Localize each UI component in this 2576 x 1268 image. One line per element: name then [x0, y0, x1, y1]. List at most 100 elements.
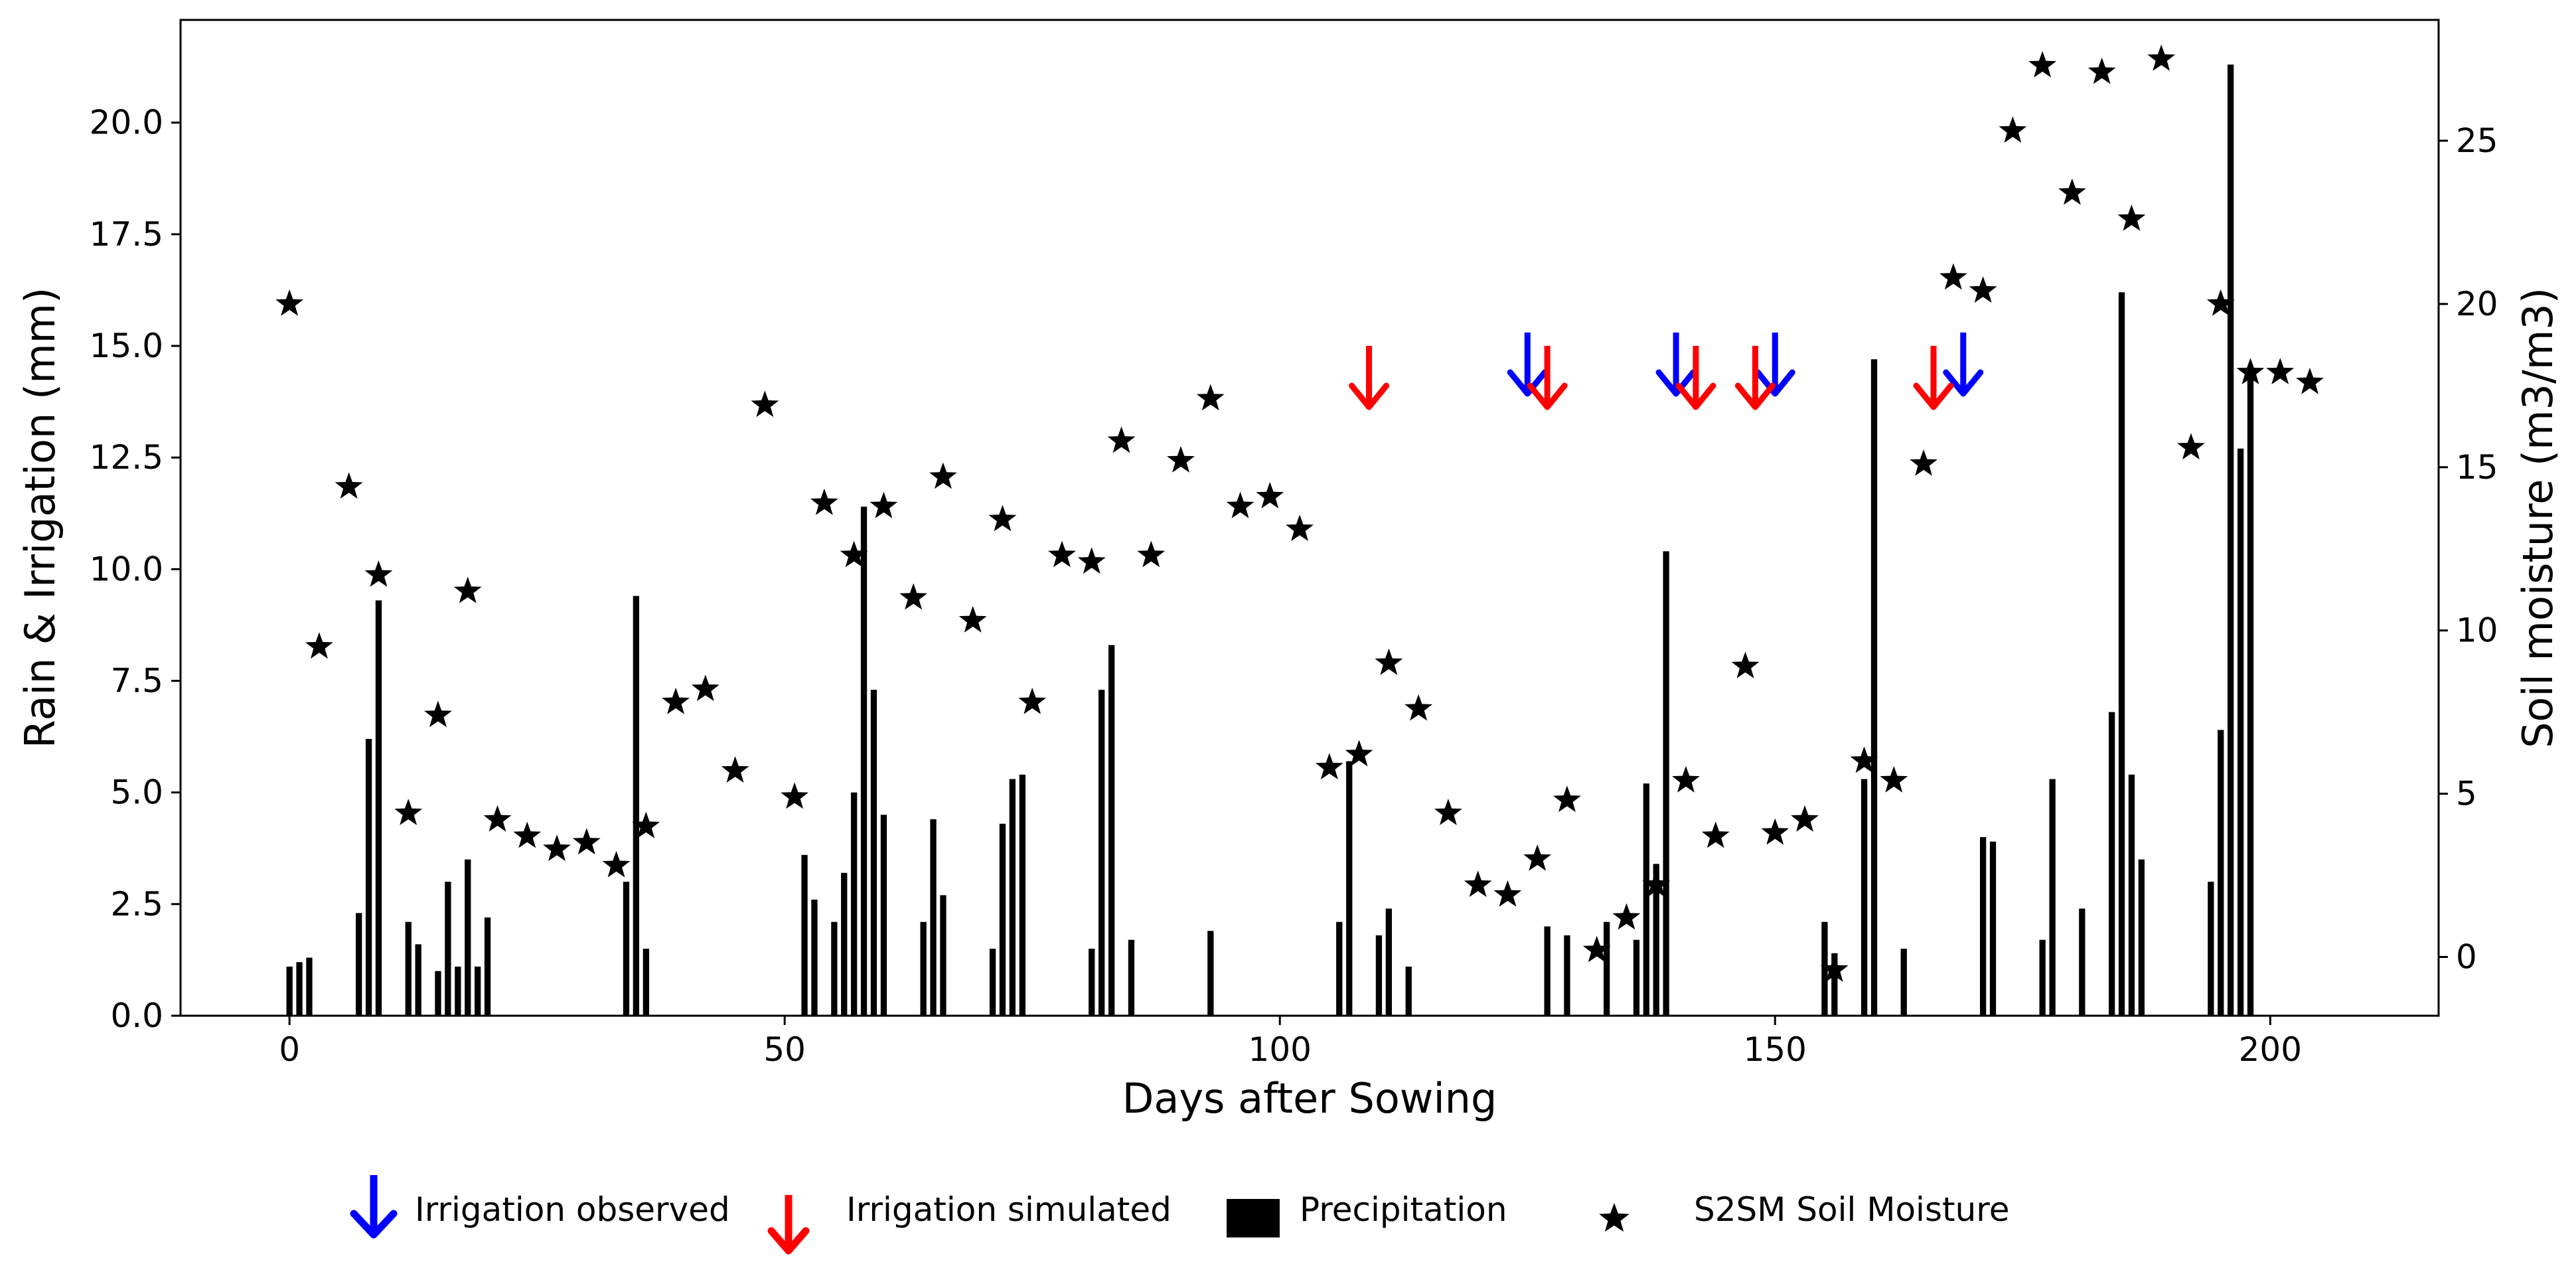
legend-red-arrow-icon [767, 1195, 810, 1255]
soil-moisture-point [2236, 358, 2265, 384]
y-right-tick-label: 25 [2456, 121, 2498, 160]
soil-moisture-point [691, 674, 720, 701]
precipitation-bar [306, 957, 313, 1016]
legend-item-soil-moisture: S2SM Soil Moisture [1599, 1190, 2010, 1232]
soil-moisture-point [632, 811, 660, 838]
precipitation-bar [475, 967, 481, 1016]
precipitation-bar [831, 921, 838, 1016]
y-left-tick-label: 12.5 [90, 438, 163, 477]
soil-moisture-point [1077, 547, 1106, 574]
soil-moisture-point [1464, 870, 1492, 898]
soil-moisture-point [1523, 844, 1552, 871]
precipitation-bar [1870, 359, 1878, 1016]
y-left-tick-label: 2.5 [110, 885, 163, 923]
precipitation-bar [1861, 779, 1868, 1016]
soil-moisture-point [1731, 651, 1760, 678]
precipitation-bar [851, 792, 858, 1016]
irrigation-simulated-arrow [1913, 346, 1954, 410]
precipitation-bar [455, 967, 461, 1016]
plot-frame [179, 19, 2440, 1017]
precipitation-bar [1821, 921, 1828, 1016]
precipitation-bar [356, 913, 362, 1016]
legend-item-irrigation-observed: Irrigation observed [350, 1175, 730, 1239]
precipitation-bar [2079, 908, 2085, 1016]
soil-moisture-point [1672, 765, 1700, 793]
irrigation-observed-arrow [1507, 332, 1548, 397]
soil-moisture-point [1791, 805, 1819, 832]
soil-moisture-point [275, 289, 304, 316]
irrigation-observed-arrow [1655, 332, 1697, 397]
y-right-tick-label: 15 [2456, 448, 2498, 487]
soil-moisture-point [1167, 445, 1195, 473]
soil-moisture-point [572, 828, 601, 855]
y-axis-right-title: Soil moisture (m3/m3) [2514, 287, 2562, 748]
precipitation-bar [1207, 931, 1214, 1016]
soil-moisture-point [1404, 694, 1433, 721]
y-left-tick-label: 7.5 [110, 662, 163, 700]
irrigation-simulated-arrow [1734, 346, 1776, 410]
soil-moisture-point [1999, 116, 2027, 143]
y-axis-left-title: Rain & Irrigation (mm) [16, 287, 64, 748]
x-tick-label: 0 [279, 1030, 300, 1069]
y-left-tick-label: 5.0 [110, 773, 163, 812]
precipitation-bar [623, 882, 630, 1016]
soil-moisture-point [2087, 57, 2116, 84]
soil-moisture-point [929, 462, 957, 489]
precipitation-bar [989, 949, 996, 1016]
soil-moisture-point [2058, 178, 2086, 205]
precipitation-bar [841, 872, 848, 1016]
soil-moisture-point [958, 605, 987, 633]
precipitation-bar [296, 962, 303, 1016]
soil-moisture-point [424, 700, 452, 728]
soil-moisture-point [1701, 821, 1730, 848]
precipitation-bar [286, 967, 293, 1016]
soil-moisture-point [1107, 426, 1136, 453]
soil-moisture-points [275, 44, 2324, 982]
soil-moisture-point [1910, 449, 1937, 476]
precipitation-bar [870, 690, 877, 1016]
irrigation-observed-arrow [1943, 332, 1984, 397]
irrigation-simulated-arrow [1527, 346, 1568, 410]
precipitation-bar [999, 823, 1006, 1016]
soil-moisture-point [453, 576, 482, 603]
irrigation-arrows [1349, 332, 1984, 410]
precipitation-bar [1980, 836, 1987, 1016]
precipitation-bar [1663, 551, 1669, 1016]
precipitation-bar [1019, 774, 1025, 1016]
soil-moisture-point [335, 472, 363, 499]
y-left-tick-label: 0.0 [110, 996, 163, 1035]
irrigation-simulated-arrow [1675, 346, 1716, 410]
precipitation-bar [1604, 921, 1610, 1016]
precipitation-bar [1336, 921, 1343, 1016]
y-left-tick-label: 10.0 [90, 550, 163, 588]
soil-moisture-point [870, 491, 898, 518]
precipitation-bar [1643, 783, 1649, 1016]
soil-moisture-point [1315, 753, 1343, 779]
precipitation-bar [801, 854, 808, 1016]
x-tick-label: 50 [763, 1030, 806, 1069]
precipitation-bar [1346, 761, 1353, 1016]
precipitation-bar [643, 949, 649, 1016]
precipitation-bar [1405, 967, 1412, 1016]
soil-moisture-point [364, 560, 393, 587]
legend-black-square-icon [1227, 1199, 1280, 1237]
soil-moisture-point [1612, 903, 1641, 930]
precipitation-bar [633, 595, 639, 1016]
soil-moisture-point [1137, 540, 1166, 568]
soil-moisture-point [1880, 765, 1908, 793]
precipitation-bar [375, 600, 382, 1016]
legend-label-precipitation: Precipitation [1300, 1190, 1507, 1229]
soil-moisture-point [899, 583, 928, 610]
precipitation-bar [445, 882, 451, 1016]
x-axis-title: Days after Sowing [1122, 1074, 1497, 1123]
soil-moisture-point [2266, 358, 2295, 384]
precipitation-bar [2218, 730, 2224, 1016]
y-right-tick-label: 0 [2456, 937, 2477, 976]
legend-star-icon [1599, 1203, 1629, 1232]
y-left-tick-label: 15.0 [90, 327, 163, 365]
precipitation-bar [1089, 949, 1095, 1016]
soil-moisture-point [1018, 687, 1047, 714]
soil-moisture-point [1582, 935, 1611, 963]
precipitation-bar [1009, 779, 1016, 1016]
precipitation-bar [1128, 939, 1135, 1016]
